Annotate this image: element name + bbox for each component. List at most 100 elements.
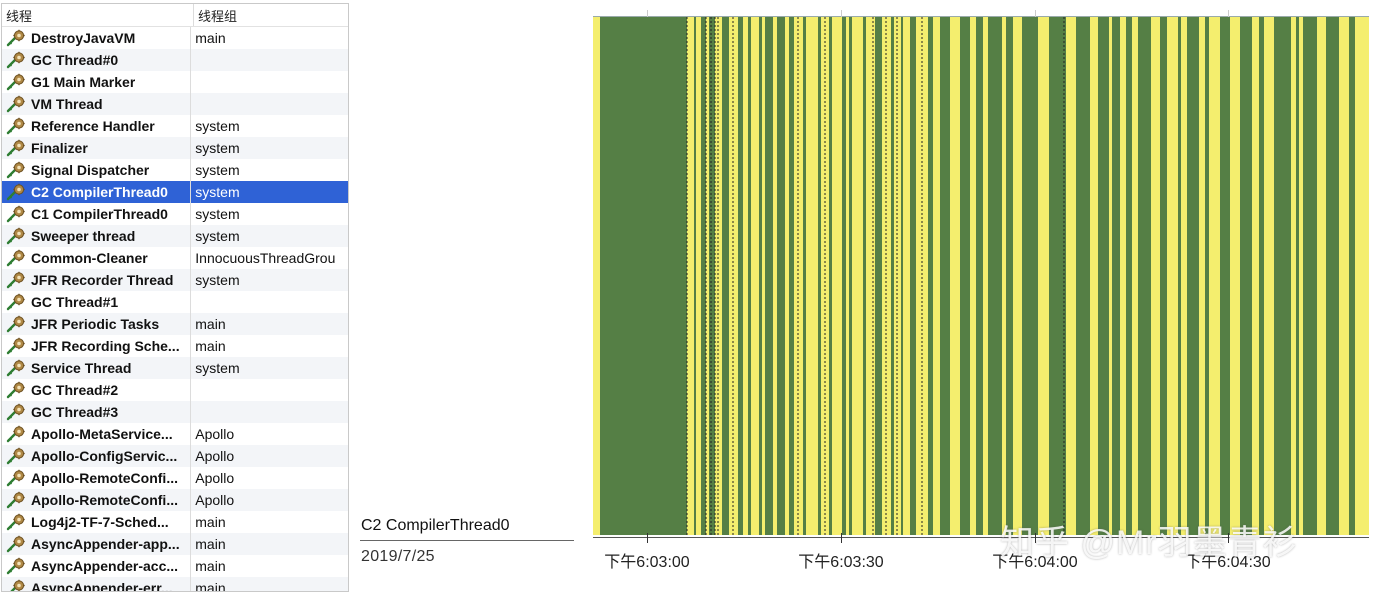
thread-row[interactable]: Common-Cleaner InnocuousThreadGrou bbox=[2, 247, 348, 269]
thread-group-cell bbox=[191, 291, 348, 313]
thread-group-cell: main bbox=[195, 30, 226, 46]
waiting-state-segment bbox=[1090, 17, 1098, 535]
thread-row[interactable]: JFR Periodic Tasks main bbox=[2, 313, 348, 335]
thread-row[interactable]: Apollo-RemoteConfi... Apollo bbox=[2, 489, 348, 511]
waiting-state-segment bbox=[593, 17, 600, 535]
thread-gear-icon bbox=[6, 227, 25, 245]
waiting-state-segment bbox=[1181, 17, 1187, 535]
thread-gear-icon bbox=[6, 425, 25, 443]
thread-group-cell: main bbox=[195, 514, 226, 530]
thread-name: Apollo-MetaService... bbox=[31, 426, 173, 442]
thread-gear-icon bbox=[6, 73, 25, 91]
thread-name: JFR Periodic Tasks bbox=[31, 316, 160, 332]
thread-row[interactable]: Apollo-RemoteConfi... Apollo bbox=[2, 467, 348, 489]
thread-row[interactable]: GC Thread#1 bbox=[2, 291, 348, 313]
watermark: 知乎 @Mr羽墨青衫 bbox=[1000, 524, 1298, 562]
thread-gear-icon bbox=[6, 161, 25, 179]
thread-group-cell: system bbox=[195, 162, 240, 178]
thread-row[interactable]: Signal Dispatcher system bbox=[2, 159, 348, 181]
thread-row[interactable]: Apollo-MetaService... Apollo bbox=[2, 423, 348, 445]
waiting-state-segment bbox=[1355, 17, 1365, 535]
thread-row[interactable]: JFR Recording Sche... main bbox=[2, 335, 348, 357]
thread-group-cell: system bbox=[195, 184, 240, 200]
thread-name-cell: AsyncAppender-app... bbox=[2, 533, 192, 555]
thread-name: Signal Dispatcher bbox=[31, 162, 150, 178]
thread-name-cell: Apollo-RemoteConfi... bbox=[2, 489, 192, 511]
thread-name: GC Thread#0 bbox=[31, 52, 119, 68]
thread-row[interactable]: DestroyJavaVM main bbox=[2, 27, 348, 49]
thread-gear-icon bbox=[6, 557, 25, 575]
thread-row[interactable]: AsyncAppender-acc... main bbox=[2, 555, 348, 577]
waiting-state-segment bbox=[785, 17, 789, 535]
time-tick bbox=[1035, 533, 1036, 543]
waiting-state-segment bbox=[1132, 17, 1138, 535]
thread-name-cell: Finalizer bbox=[2, 137, 192, 159]
waiting-state-segment bbox=[729, 17, 738, 535]
thread-name-cell: GC Thread#3 bbox=[2, 401, 192, 423]
time-tick bbox=[1228, 533, 1229, 543]
thread-gear-icon bbox=[6, 293, 25, 311]
thread-column-header[interactable]: 线程 bbox=[2, 4, 194, 26]
thread-group-column-header[interactable]: 线程组 bbox=[198, 8, 238, 24]
thread-row[interactable]: Log4j2-TF-7-Sched... main bbox=[2, 511, 348, 533]
waiting-state-segment bbox=[715, 17, 722, 535]
thread-name-cell: VM Thread bbox=[2, 93, 192, 115]
waiting-state-segment bbox=[1002, 17, 1006, 535]
thread-name: Apollo-ConfigServic... bbox=[31, 448, 178, 464]
waiting-state-segment bbox=[1230, 17, 1240, 535]
thread-name-cell: AsyncAppender-acc... bbox=[2, 555, 192, 577]
thread-row[interactable]: GC Thread#0 bbox=[2, 49, 348, 71]
thread-name-cell: Service Thread bbox=[2, 357, 192, 379]
thread-state-lane[interactable] bbox=[593, 17, 1369, 535]
thread-group-cell: main bbox=[195, 536, 226, 552]
thread-row[interactable]: Reference Handler system bbox=[2, 115, 348, 137]
thread-name-cell: GC Thread#2 bbox=[2, 379, 192, 401]
thread-row[interactable]: AsyncAppender-app... main bbox=[2, 533, 348, 555]
thread-gear-icon bbox=[6, 359, 25, 377]
thread-group-cell: system bbox=[195, 228, 240, 244]
thread-row[interactable]: GC Thread#3 bbox=[2, 401, 348, 423]
thread-row[interactable]: C2 CompilerThread0 system bbox=[2, 181, 348, 203]
waiting-state-segment bbox=[751, 17, 759, 535]
waiting-state-segment bbox=[882, 17, 891, 535]
thread-gear-icon bbox=[6, 491, 25, 509]
thread-row[interactable]: Service Thread system bbox=[2, 357, 348, 379]
waiting-state-segment bbox=[1013, 17, 1022, 535]
thread-row[interactable]: G1 Main Marker bbox=[2, 71, 348, 93]
thread-row[interactable]: JFR Recorder Thread system bbox=[2, 269, 348, 291]
thread-name-cell: Apollo-RemoteConfi... bbox=[2, 467, 192, 489]
waiting-state-segment bbox=[1252, 17, 1259, 535]
thread-row[interactable]: GC Thread#2 bbox=[2, 379, 348, 401]
thread-group-cell bbox=[191, 71, 348, 93]
thread-name: Common-Cleaner bbox=[31, 250, 148, 266]
thread-row[interactable]: Finalizer system bbox=[2, 137, 348, 159]
thread-name-cell: Sweeper thread bbox=[2, 225, 192, 247]
time-tick-top bbox=[647, 10, 648, 17]
thread-row[interactable]: VM Thread bbox=[2, 93, 348, 115]
waiting-state-segment bbox=[1109, 17, 1112, 535]
thread-name: C2 CompilerThread0 bbox=[31, 184, 168, 200]
thread-row[interactable]: C1 CompilerThread0 system bbox=[2, 203, 348, 225]
thread-group-cell bbox=[191, 401, 348, 423]
thread-name: JFR Recording Sche... bbox=[31, 338, 180, 354]
waiting-state-segment bbox=[1291, 17, 1296, 535]
thread-row[interactable]: AsyncAppender-err... main bbox=[2, 577, 348, 591]
thread-group-cell bbox=[191, 379, 348, 401]
thread-name: Log4j2-TF-7-Sched... bbox=[31, 514, 169, 530]
thread-name: C1 CompilerThread0 bbox=[31, 206, 168, 222]
divider bbox=[360, 540, 574, 541]
thread-name: Apollo-RemoteConfi... bbox=[31, 470, 178, 486]
thread-name-cell: C2 CompilerThread0 bbox=[2, 181, 192, 203]
thread-gear-icon bbox=[6, 95, 25, 113]
table-header: 线程 线程组 bbox=[2, 4, 348, 27]
thread-name-cell: Reference Handler bbox=[2, 115, 192, 137]
time-tick bbox=[647, 533, 648, 543]
waiting-state-segment bbox=[1151, 17, 1160, 535]
waiting-state-segment bbox=[1264, 17, 1274, 535]
thread-group-cell: system bbox=[195, 118, 240, 134]
thread-row[interactable]: Sweeper thread system bbox=[2, 225, 348, 247]
thread-gear-icon bbox=[6, 183, 25, 201]
waiting-state-segment bbox=[832, 17, 842, 535]
thread-name: AsyncAppender-acc... bbox=[31, 558, 179, 574]
thread-row[interactable]: Apollo-ConfigServic... Apollo bbox=[2, 445, 348, 467]
